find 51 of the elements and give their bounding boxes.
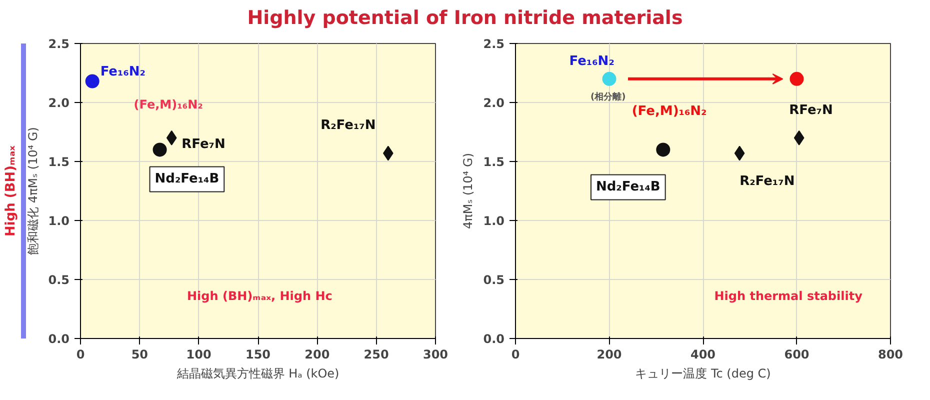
y-axis-title: 4πMₛ (10⁴ G): [461, 152, 476, 230]
y-axis-title: 飽和磁化 4πMₛ (10⁴ G): [26, 127, 40, 255]
series-label: Fe₁₆N₂: [100, 64, 146, 80]
series-label: R₂Fe₁₇N: [320, 118, 376, 134]
x-tick-label: 200: [304, 348, 330, 362]
annotation: High thermal stability: [714, 289, 863, 304]
y-tick-label: 1.5: [48, 155, 70, 169]
series-label: Fe₁₆N₂: [569, 54, 614, 69]
x-tick-label: 300: [422, 348, 448, 362]
point: [166, 130, 177, 146]
y-tick-label: 1.0: [48, 214, 70, 228]
x-tick-label: 800: [878, 348, 904, 362]
series-label: R₂Fe₁₇N: [740, 174, 795, 190]
y-tick-label: 0.5: [48, 273, 70, 287]
annotation: (相分離): [590, 92, 626, 102]
x-tick-label: 150: [245, 348, 271, 362]
point: [734, 146, 745, 161]
x-tick-label: 250: [364, 348, 389, 362]
point: [656, 142, 670, 157]
y-tick-label: 0.5: [483, 273, 505, 287]
series-label: RFe₇N: [789, 102, 833, 118]
y-tick-label: 2.0: [48, 96, 70, 110]
point: [602, 72, 616, 86]
y2-axis-title: High (BH)ₘₐₓ: [4, 144, 18, 237]
x-tick-label: 0: [76, 348, 85, 362]
series-label: Nd₂Fe₁₄B: [154, 172, 220, 187]
annotation: (Fe,M)₁₆N₂: [134, 97, 203, 112]
x-tick-label: 100: [186, 348, 212, 362]
y-tick-label: 2.5: [48, 37, 70, 51]
x-tick-label: 600: [784, 348, 810, 362]
x-tick-label: 400: [690, 348, 716, 362]
x-axis-title: キュリー温度 Tc (deg C): [635, 366, 771, 380]
x-axis-title: 結晶磁気異方性磁界 Hₐ (kOe): [176, 366, 340, 380]
x-tick-label: 50: [131, 348, 148, 362]
chart-title: Highly potential of Iron nitride materials: [247, 6, 683, 31]
y-tick-label: 2.0: [483, 96, 505, 110]
y-tick-label: 1.5: [483, 155, 505, 169]
point: [794, 130, 804, 146]
series-label: Nd₂Fe₁₄B: [596, 180, 660, 195]
point: [152, 142, 167, 157]
text: (Fe,M)₁₆N₂: [632, 104, 707, 119]
x-tick-label: 200: [596, 348, 622, 362]
series-label: RFe₇N: [182, 136, 226, 152]
y-tick-label: 0.0: [483, 332, 505, 346]
y-tick-label: 0.0: [48, 332, 70, 346]
x-tick-label: 0: [511, 348, 520, 362]
y-tick-label: 1.0: [483, 214, 505, 228]
annotation: High (BH)ₘₐₓ, High Hc: [187, 289, 332, 304]
y-tick-label: 2.5: [483, 37, 505, 51]
point: [85, 74, 100, 88]
point: [790, 72, 804, 86]
